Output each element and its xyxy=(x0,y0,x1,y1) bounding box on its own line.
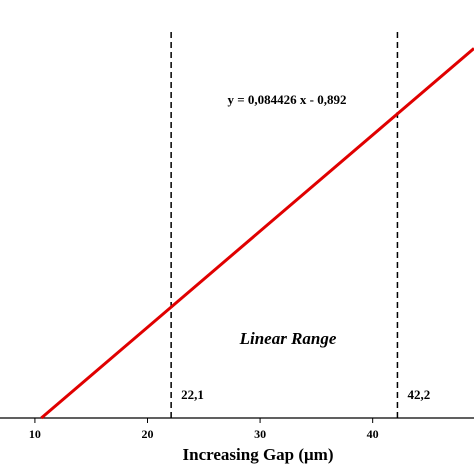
x-tick-label: 30 xyxy=(254,427,266,441)
reference-label: 42,2 xyxy=(407,387,430,402)
x-tick-label: 40 xyxy=(367,427,379,441)
data-line xyxy=(40,47,474,420)
equation: y = 0,084426 x - 0,892 xyxy=(228,92,347,107)
x-tick-label: 10 xyxy=(29,427,41,441)
x-tick-label: 20 xyxy=(141,427,153,441)
annotation: Linear Range xyxy=(239,329,337,348)
reference-label: 22,1 xyxy=(181,387,204,402)
x-axis-label: Increasing Gap (μm) xyxy=(183,445,334,464)
